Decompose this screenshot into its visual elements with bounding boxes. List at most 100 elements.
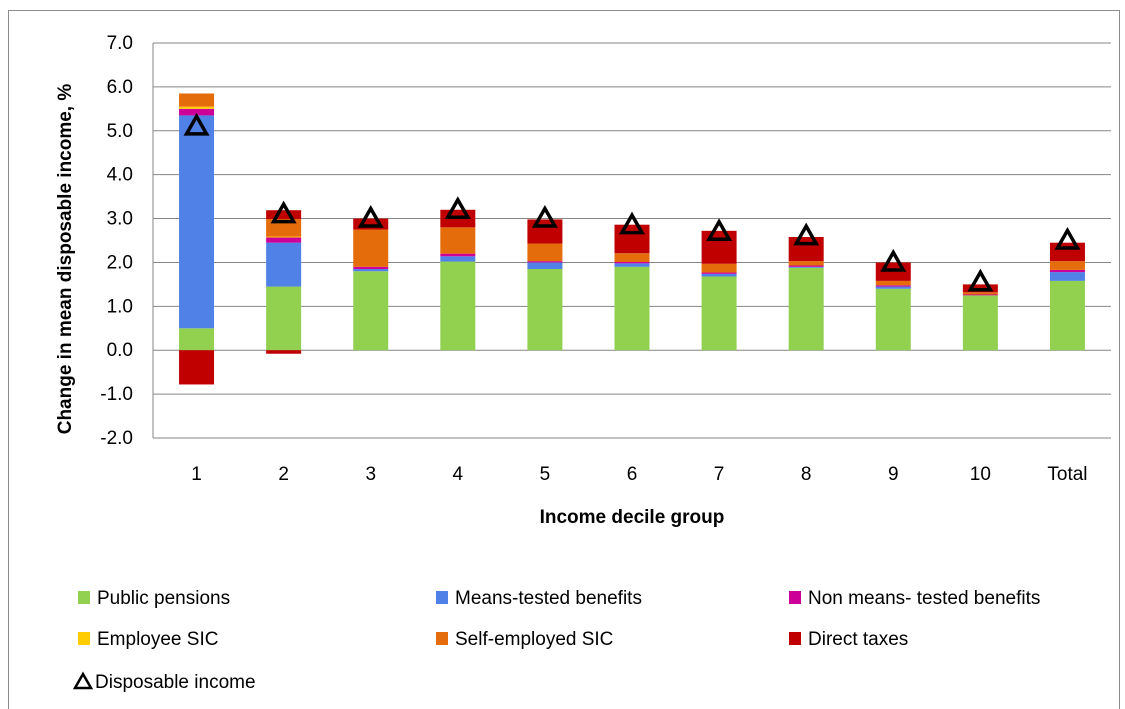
bar-segment-direct-taxes-1 bbox=[179, 350, 215, 385]
x-tick-label: 5 bbox=[540, 464, 551, 485]
y-tick-label: 3.0 bbox=[107, 209, 133, 230]
bar-segment-means-tested-benefits-9 bbox=[875, 286, 911, 289]
x-axis-ticks: 1 2 3 4 5 6 7 8 9 10 Total bbox=[191, 464, 1087, 485]
x-axis-title: Income decile group bbox=[540, 507, 725, 528]
bar-segment-direct-taxes-5 bbox=[527, 219, 563, 244]
legend: Public pensions Means-tested benefits Non … bbox=[72, 588, 1040, 693]
legend-swatch-direct-taxes bbox=[789, 632, 801, 645]
bars bbox=[179, 93, 1085, 385]
bar-segment-direct-taxes-6 bbox=[614, 224, 650, 254]
bar-segment-means-tested-benefits-total bbox=[1049, 272, 1085, 281]
disposable-income-marker bbox=[357, 205, 384, 228]
bar-segment-non-means-tested-benefits-3 bbox=[353, 266, 389, 270]
legend-label: Direct taxes bbox=[808, 629, 908, 650]
bar-segment-self-employed-sic-4 bbox=[440, 227, 476, 254]
y-tick-label: 4.0 bbox=[107, 165, 133, 186]
bar-segment-non-means-tested-benefits-4 bbox=[440, 253, 476, 257]
bar-segment-means-tested-benefits-6 bbox=[614, 263, 650, 267]
bar-segment-self-employed-sic-10 bbox=[962, 292, 998, 295]
disposable-income-marker bbox=[531, 205, 558, 228]
x-tick-label: 2 bbox=[278, 464, 289, 485]
bar-segment-self-employed-sic-5 bbox=[527, 243, 563, 262]
x-tick-label: 9 bbox=[888, 464, 899, 485]
bar-segment-public-pensions-1 bbox=[179, 328, 215, 351]
bar-segment-self-employed-sic-7 bbox=[701, 263, 737, 273]
legend-swatch-self-employed-sic bbox=[436, 632, 448, 645]
legend-label: Self-employed SIC bbox=[455, 629, 613, 650]
y-tick-label: 2.0 bbox=[107, 252, 133, 273]
y-tick-label: -1.0 bbox=[100, 384, 133, 405]
x-tick-label: 10 bbox=[970, 464, 991, 485]
y-axis-title: Change in mean disposable income, % bbox=[55, 84, 76, 435]
disposable-income-marker bbox=[1054, 226, 1081, 250]
bar-segment-public-pensions-7 bbox=[701, 276, 737, 351]
bar-segment-self-employed-sic-8 bbox=[788, 261, 824, 266]
x-tick-label: 8 bbox=[801, 464, 812, 485]
legend-label: Employee SIC bbox=[97, 629, 218, 650]
bar-segment-non-means-tested-benefits-9 bbox=[875, 285, 911, 287]
bar-segment-means-tested-benefits-1 bbox=[179, 115, 215, 329]
legend-swatch-non-means-tested-benefits bbox=[789, 591, 801, 604]
y-tick-label: 7.0 bbox=[107, 33, 133, 54]
bar-segment-means-tested-benefits-7 bbox=[701, 273, 737, 277]
y-tick-label: 0.0 bbox=[107, 340, 133, 361]
disposable-income-marker bbox=[967, 268, 994, 292]
bar-segment-self-employed-sic-1 bbox=[179, 93, 215, 107]
bar-segment-public-pensions-2 bbox=[266, 286, 302, 351]
bar-segment-non-means-tested-benefits-8 bbox=[788, 265, 824, 267]
bar-segment-direct-taxes-8 bbox=[788, 236, 824, 262]
bar-segment-non-means-tested-benefits-5 bbox=[527, 261, 563, 263]
legend-swatch-public-pensions bbox=[78, 591, 90, 604]
gridlines bbox=[152, 42, 1111, 439]
legend-swatch-means-tested-benefits bbox=[436, 591, 448, 604]
bar-segment-non-means-tested-benefits-1 bbox=[179, 108, 215, 116]
x-tick-label: 6 bbox=[627, 464, 638, 485]
legend-triangle-icon bbox=[72, 671, 94, 690]
bar-segment-non-means-tested-benefits-7 bbox=[701, 272, 737, 274]
bar-segment-direct-taxes-3 bbox=[353, 218, 389, 230]
disposable-income-marker bbox=[706, 218, 733, 241]
bar-segment-direct-taxes-2 bbox=[266, 210, 302, 219]
x-tick-label: 7 bbox=[714, 464, 725, 485]
disposable-income-marker bbox=[270, 200, 297, 224]
bar-segment-non-means-tested-benefits-2 bbox=[266, 237, 302, 243]
disposable-income-marker bbox=[618, 211, 646, 235]
legend-swatch-employee-sic bbox=[78, 632, 90, 645]
legend-label: Non means- tested benefits bbox=[808, 588, 1040, 609]
x-tick-label: 1 bbox=[191, 464, 202, 485]
bar-segment-self-employed-sic-total bbox=[1049, 261, 1085, 270]
y-tick-label: -2.0 bbox=[100, 428, 133, 449]
disposable-income-marker bbox=[880, 248, 907, 272]
bar-segment-employee-sic-2 bbox=[266, 236, 302, 238]
bar-segment-self-employed-sic-3 bbox=[353, 229, 389, 267]
bar-segment-direct-taxes-7 bbox=[701, 230, 737, 264]
disposable-income-marker bbox=[793, 222, 820, 246]
x-tick-label: 4 bbox=[453, 464, 464, 485]
disposable-income-marker bbox=[183, 112, 210, 136]
bar-segment-public-pensions-4 bbox=[440, 261, 476, 351]
bar-segment-means-tested-benefits-4 bbox=[440, 256, 476, 262]
bar-segment-public-pensions-5 bbox=[527, 269, 563, 351]
bar-segment-means-tested-benefits-8 bbox=[788, 266, 824, 268]
bar-segment-non-means-tested-benefits-10 bbox=[962, 294, 998, 296]
bar-segment-public-pensions-9 bbox=[875, 288, 911, 351]
disposable-income-marker bbox=[444, 196, 471, 220]
bar-segment-means-tested-benefits-3 bbox=[353, 269, 389, 272]
bar-segment-direct-taxes-negative-2 bbox=[266, 350, 302, 354]
bar-segment-non-means-tested-benefits-6 bbox=[614, 262, 650, 264]
legend-label-disposable-income: Disposable income bbox=[95, 672, 256, 693]
bar-segment-self-employed-sic-6 bbox=[614, 253, 650, 263]
legend-label: Public pensions bbox=[97, 588, 230, 609]
y-tick-label: 1.0 bbox=[107, 296, 133, 317]
bar-segment-non-means-tested-benefits-total bbox=[1049, 269, 1085, 273]
bar-segment-direct-taxes-total bbox=[1049, 242, 1085, 262]
legend-label: Means-tested benefits bbox=[455, 588, 642, 609]
bar-segment-means-tested-benefits-2 bbox=[266, 242, 302, 287]
bar-segment-public-pensions-6 bbox=[614, 266, 650, 351]
y-tick-label: 5.0 bbox=[107, 121, 133, 142]
bar-segment-self-employed-sic-9 bbox=[875, 280, 911, 286]
bar-segment-means-tested-benefits-5 bbox=[527, 262, 563, 270]
bar-segment-public-pensions-8 bbox=[788, 267, 824, 351]
y-axis-ticks: -2.0 -1.0 0.0 1.0 2.0 3.0 4.0 5.0 6.0 7.0 bbox=[100, 33, 133, 449]
